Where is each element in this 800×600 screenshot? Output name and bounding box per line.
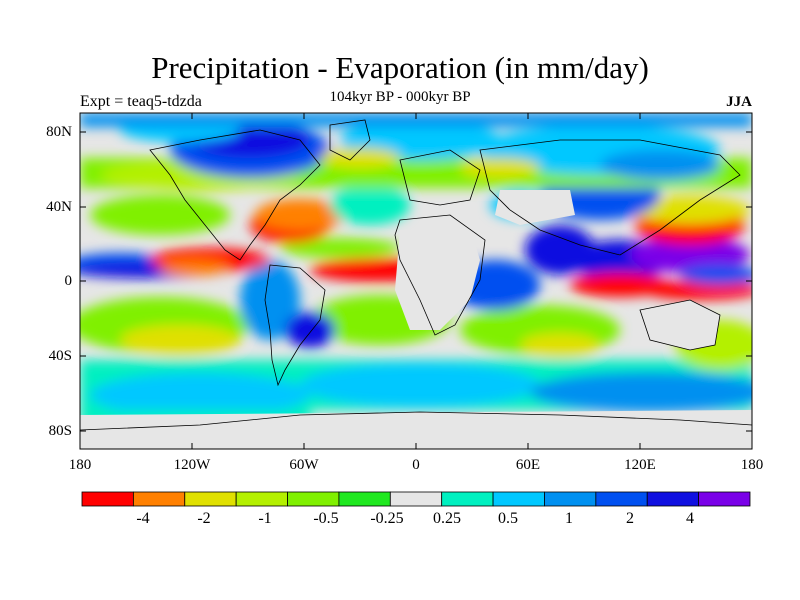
anomaly-field bbox=[80, 113, 752, 432]
y-ticks bbox=[80, 131, 752, 432]
colorbar-label: 1 bbox=[565, 510, 573, 527]
lat-tick-label: 80N bbox=[46, 124, 72, 140]
neutral-regions bbox=[80, 190, 752, 449]
colorbar-label: 4 bbox=[686, 510, 694, 527]
colorbar-box bbox=[492, 491, 545, 507]
lon-tick-label: 180 bbox=[740, 457, 764, 473]
colorbar-label: 0.25 bbox=[433, 510, 461, 527]
colorbar-box bbox=[646, 491, 700, 507]
chart-title: Precipitation - Evaporation (in mm/day) bbox=[151, 50, 649, 85]
lon-tick-label: 60W bbox=[289, 457, 319, 473]
lon-tick-label: 120E bbox=[624, 457, 656, 473]
chart-subtitle: 104kyr BP - 000kyr BP bbox=[329, 89, 471, 105]
x-ticks bbox=[79, 113, 753, 449]
colorbar-box bbox=[81, 491, 134, 507]
colorbar-label: -0.25 bbox=[370, 510, 404, 527]
colorbar-label: 2 bbox=[626, 510, 634, 527]
colorbar-box bbox=[595, 491, 648, 507]
lat-tick-label: 40S bbox=[48, 348, 72, 364]
colorbar-label: -4 bbox=[136, 510, 150, 527]
colorbar-box bbox=[235, 491, 288, 507]
colorbar-box bbox=[389, 491, 443, 507]
lat-tick-label: 40N bbox=[46, 199, 72, 215]
colorbar-label: -0.5 bbox=[313, 510, 339, 527]
colorbar-label: -1 bbox=[258, 510, 272, 527]
lon-tick-label: 180 bbox=[68, 457, 92, 473]
lon-tick-label: 120W bbox=[173, 457, 211, 473]
colorbar-box bbox=[287, 491, 340, 507]
colorbar-label: 0.5 bbox=[498, 510, 518, 527]
season-label: JJA bbox=[726, 94, 752, 110]
colorbar-label: -2 bbox=[197, 510, 211, 527]
experiment-label: Expt = teaq5-tdzda bbox=[80, 93, 202, 110]
colorbar-box bbox=[544, 491, 597, 507]
map-plot-area bbox=[80, 113, 752, 449]
colorbar-box bbox=[698, 491, 751, 507]
lon-tick-label: 60E bbox=[515, 457, 541, 473]
colorbar-box bbox=[441, 491, 494, 507]
lat-tick-label: 0 bbox=[64, 273, 73, 289]
colorbar-box bbox=[184, 491, 237, 507]
lon-tick-label: 0 bbox=[412, 457, 420, 473]
lat-tick-label: 80S bbox=[48, 423, 72, 439]
colorbar bbox=[81, 491, 751, 507]
coastlines bbox=[80, 119, 752, 431]
colorbar-box bbox=[338, 491, 391, 507]
colorbar-box bbox=[132, 491, 186, 507]
